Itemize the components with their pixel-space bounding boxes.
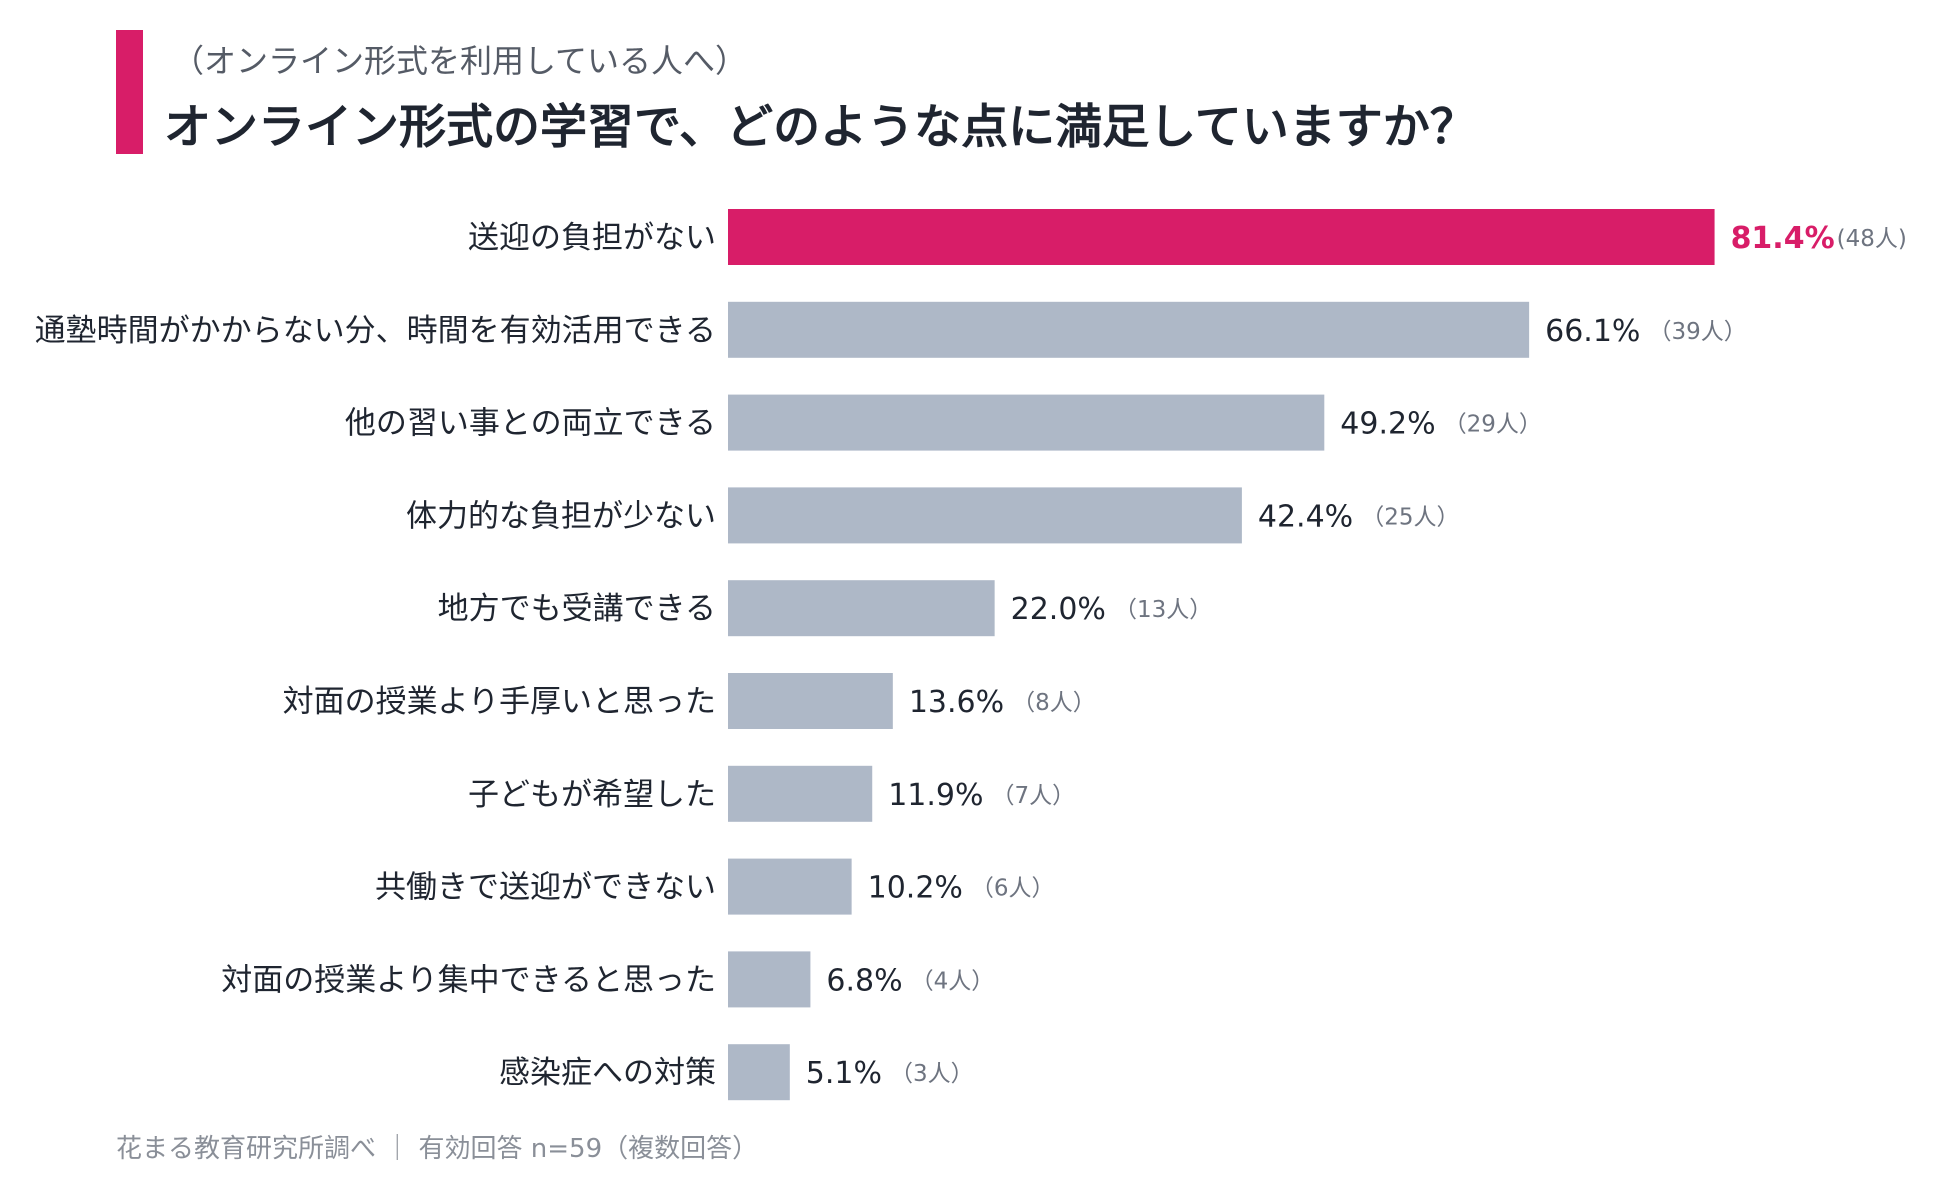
count-label: （29人）: [1444, 412, 1542, 438]
category-label: 地方でも受講できる: [438, 591, 716, 627]
bar: [728, 580, 995, 637]
category-label: 体力的な負担が少ない: [406, 498, 716, 534]
value-label: 22.0%: [1011, 592, 1106, 627]
bar-chart: 送迎の負担がない 81.4% (48人) 通塾時間がかからない分、時間を有効活用できる…: [35, 209, 1907, 1101]
value-label: 42.4%: [1258, 499, 1353, 534]
count-label: （25人）: [1361, 504, 1459, 530]
value-label: 13.6%: [909, 685, 1004, 720]
chart-subtitle: （オンライン形式を利用している人へ）: [172, 42, 748, 80]
bar: [728, 673, 893, 729]
category-label: 対面の授業より手厚いと思った: [283, 684, 716, 720]
bar: [728, 394, 1325, 451]
count-label: （4人）: [911, 968, 995, 994]
count-label: （3人）: [890, 1061, 974, 1087]
count-label: （7人）: [992, 783, 1076, 809]
count-label: （39人）: [1648, 319, 1746, 345]
bar: [728, 1044, 790, 1101]
source-note: 花まる教育研究所調べ ｜ 有効回答 n=59（複数回答）: [116, 1134, 759, 1164]
value-label: 5.1%: [806, 1056, 882, 1091]
bar: [728, 209, 1715, 265]
value-label: 66.1%: [1545, 314, 1640, 349]
count-label: （8人）: [1012, 690, 1096, 716]
chart-title: オンライン形式の学習で、どのような点に満足していますか？: [164, 100, 1477, 155]
count-label: （13人）: [1114, 597, 1212, 623]
bar: [728, 951, 811, 1008]
count-label: （6人）: [971, 876, 1055, 902]
title-accent-bar: [116, 30, 143, 154]
bar: [728, 301, 1530, 358]
value-label: 49.2%: [1340, 407, 1435, 442]
category-label: 通塾時間がかからない分、時間を有効活用できる: [35, 313, 716, 349]
value-label: 6.8%: [826, 963, 902, 998]
bar: [728, 765, 873, 822]
value-label: 11.9%: [888, 778, 983, 813]
category-label: 他の習い事との両立できる: [345, 406, 716, 442]
category-label: 送迎の負担がない: [468, 220, 716, 256]
category-label: 感染症への対策: [499, 1055, 716, 1091]
category-label: 対面の授業より集中できると思った: [221, 962, 716, 998]
category-label: 共働きで送迎ができない: [375, 870, 716, 906]
count-label: (48人): [1837, 226, 1907, 252]
bar: [728, 858, 852, 915]
bar: [728, 487, 1242, 544]
value-label: 81.4%: [1731, 221, 1835, 256]
category-label: 子どもが希望した: [468, 777, 716, 813]
value-label: 10.2%: [868, 871, 963, 906]
